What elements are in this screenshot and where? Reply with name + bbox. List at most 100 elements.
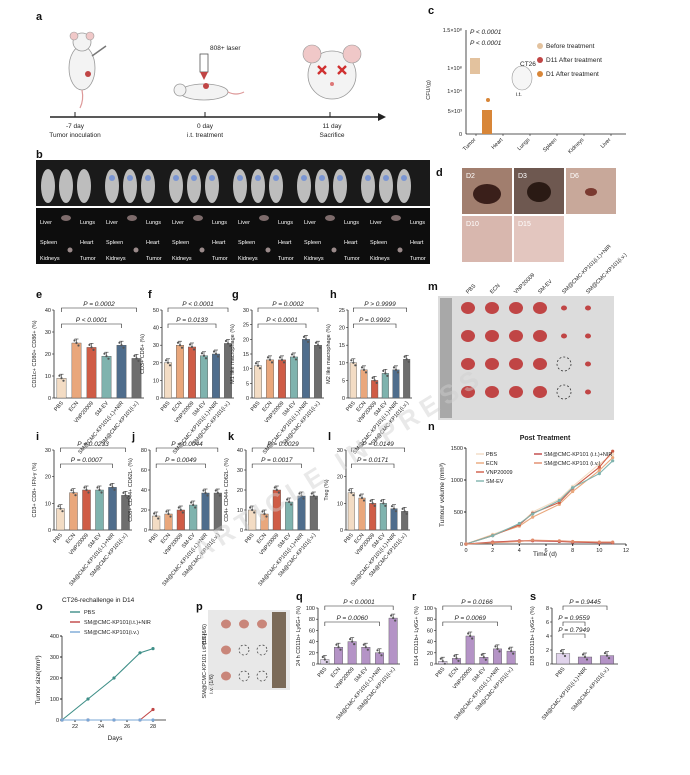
c-ytick-2: 1×10⁴ (447, 88, 462, 95)
e-bar (86, 347, 97, 399)
s-datapoint (559, 649, 563, 653)
o-legend-label: SM@CMC-KP101(i.v.) (84, 630, 139, 636)
k-datapoint (314, 497, 317, 500)
p-row-1: SM@CMC-KP101 i.t. (1/6) (202, 633, 208, 698)
r-datapoint (512, 652, 515, 655)
r-bracket (442, 621, 498, 626)
c-category-label: Heart (491, 137, 505, 151)
q-datapoint (337, 646, 340, 649)
c-inset-mouse (511, 65, 533, 91)
f-ytick-label: 40 (153, 326, 159, 332)
mouse-laser-treatment-illustration: 808+ laser (173, 45, 245, 101)
q-category-label: PBS (317, 666, 329, 679)
g-datapoint (258, 367, 262, 370)
e-ytick-label: 0 (48, 396, 51, 402)
n-point (611, 452, 615, 456)
o-xlabel: Days (108, 735, 124, 742)
n-xtick-label: 12 (623, 548, 629, 554)
e-ytick-label: 40 (45, 308, 51, 314)
h-datapoint (405, 358, 408, 361)
i-datapoint (124, 494, 127, 497)
b-mouse (315, 169, 329, 203)
q-ytick-label: 20 (309, 651, 315, 657)
i-datapoint (109, 483, 112, 486)
timeline-event-2: Sacrifice (320, 132, 345, 139)
c-bar-d1 (482, 110, 492, 134)
g-datapoint (278, 356, 282, 359)
c-inset-route: i.t. (516, 92, 522, 98)
panel-label-d: d (436, 167, 443, 179)
l-ytick-label: 30 (337, 448, 343, 454)
b-signal (401, 175, 407, 181)
s-pvalue-1: P = 0.9445 (569, 599, 601, 606)
i-bracket (60, 463, 113, 468)
q-bracket (324, 621, 380, 626)
d-day-0: D2 (466, 173, 475, 180)
i-category-label: PBS (52, 532, 64, 545)
e-ytick-label: 30 (45, 330, 51, 336)
k-bracket (251, 463, 302, 468)
b-mouse (187, 169, 201, 203)
f-datapoint (190, 345, 194, 349)
i-pvalue-1: P = 0.0233 (77, 441, 109, 448)
j-datapoint (206, 494, 209, 497)
p-tumor (257, 619, 267, 629)
c-category-label: Kidneys (567, 137, 585, 155)
g-bar (266, 359, 274, 399)
b-organ-label: Spleen (40, 240, 57, 246)
r-datapoint (496, 647, 499, 650)
l-bar (358, 497, 366, 531)
p-tumor (221, 645, 231, 655)
b-mouse (251, 169, 265, 203)
f-ytick-label: 0 (156, 396, 159, 402)
n-xtick-label: 4 (518, 548, 521, 554)
k-datapoint (300, 494, 303, 498)
f-datapoint (202, 354, 206, 357)
h-ytick-label: 25 (339, 308, 345, 314)
timeline-event-1: i.t. treatment (187, 132, 223, 139)
j-pvalue-2: P = 0.0049 (165, 457, 197, 464)
r-datapoint (484, 658, 487, 661)
n-point (597, 468, 601, 472)
j-datapoint (177, 506, 180, 509)
c-inset-label: CT26 (520, 61, 536, 68)
e-bar (71, 342, 82, 399)
b-organ-label: Kidneys (304, 256, 324, 262)
b-organ-label: Spleen (238, 240, 255, 246)
o-point (151, 647, 155, 651)
f-datapoint (176, 341, 180, 344)
j-ylabel: CD8+ CD44+ CD62L- (%) (128, 458, 134, 522)
b-signal (237, 175, 243, 181)
j-ytick-label: 60 (141, 468, 147, 474)
b-organ (199, 247, 205, 253)
r-ytick-label: 40 (427, 640, 433, 646)
j-bar (189, 504, 198, 531)
h-datapoint (360, 366, 364, 369)
o-ytick-label: 400 (50, 634, 59, 640)
s-bracket (562, 621, 586, 626)
l-datapoint (348, 489, 351, 492)
m-tumor (485, 302, 499, 314)
m-tumor (585, 361, 591, 367)
o-xtick-label: 24 (98, 724, 104, 730)
e-datapoint (105, 355, 108, 358)
m-tumor (485, 330, 499, 342)
m-tumor (461, 330, 475, 342)
m-tumor (485, 386, 499, 398)
b-organ-label: Liver (370, 220, 382, 226)
c-category-label: Lungs (517, 137, 532, 152)
b-organ-label: Liver (40, 220, 52, 226)
m-tumor (533, 386, 547, 398)
l-bar (369, 503, 377, 531)
r-datapoint (469, 634, 472, 638)
h-datapoint (373, 379, 376, 382)
k-datapoint (275, 488, 278, 492)
b-organ-label: Liver (106, 220, 118, 226)
q-datapoint (323, 658, 326, 661)
s-bracket (562, 633, 586, 638)
f-datapoint (188, 343, 192, 346)
l-category-label: PBS (343, 532, 355, 545)
panel-label-l: l (328, 431, 331, 443)
